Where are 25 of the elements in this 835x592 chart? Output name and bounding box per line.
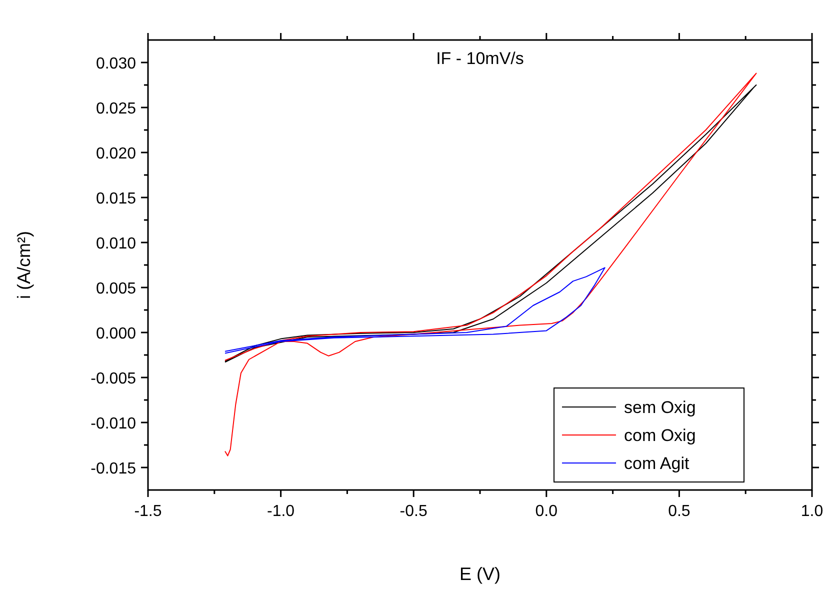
y-tick-label: -0.005 — [90, 370, 136, 388]
x-tick-label: 1.0 — [800, 503, 824, 520]
y-tick-label: 0.030 — [96, 56, 136, 72]
x-tick-label: -1.0 — [267, 503, 295, 520]
y-tick-label: -0.010 — [90, 416, 136, 432]
x-tick-label: -0.5 — [400, 503, 428, 520]
y-tick-label: 0.000 — [96, 326, 136, 342]
x-tick-label: -1.5 — [134, 503, 162, 520]
y-axis-title: i (A/cm²) — [14, 231, 34, 299]
y-tick-label: 0.005 — [96, 280, 136, 298]
y-tick-label: -0.015 — [90, 460, 136, 478]
text: IF - 10mV/s — [436, 49, 524, 68]
legend-label: sem Oxig — [624, 398, 696, 417]
x-axis-title: E (V) — [459, 564, 501, 584]
x-tick-label: 0.5 — [668, 503, 690, 520]
y-tick-label: 0.010 — [96, 236, 136, 252]
y-tick-label: 0.025 — [96, 100, 136, 118]
legend-label: com Agit — [624, 454, 690, 473]
y-tick-label: 0.015 — [96, 190, 136, 208]
line-series — [224, 267, 606, 354]
y-tick-label: 0.020 — [96, 146, 136, 162]
x-tick-label: 0.0 — [535, 503, 558, 520]
line-series — [224, 84, 757, 363]
legend-label: com Oxig — [624, 426, 696, 445]
line-series — [224, 72, 757, 456]
